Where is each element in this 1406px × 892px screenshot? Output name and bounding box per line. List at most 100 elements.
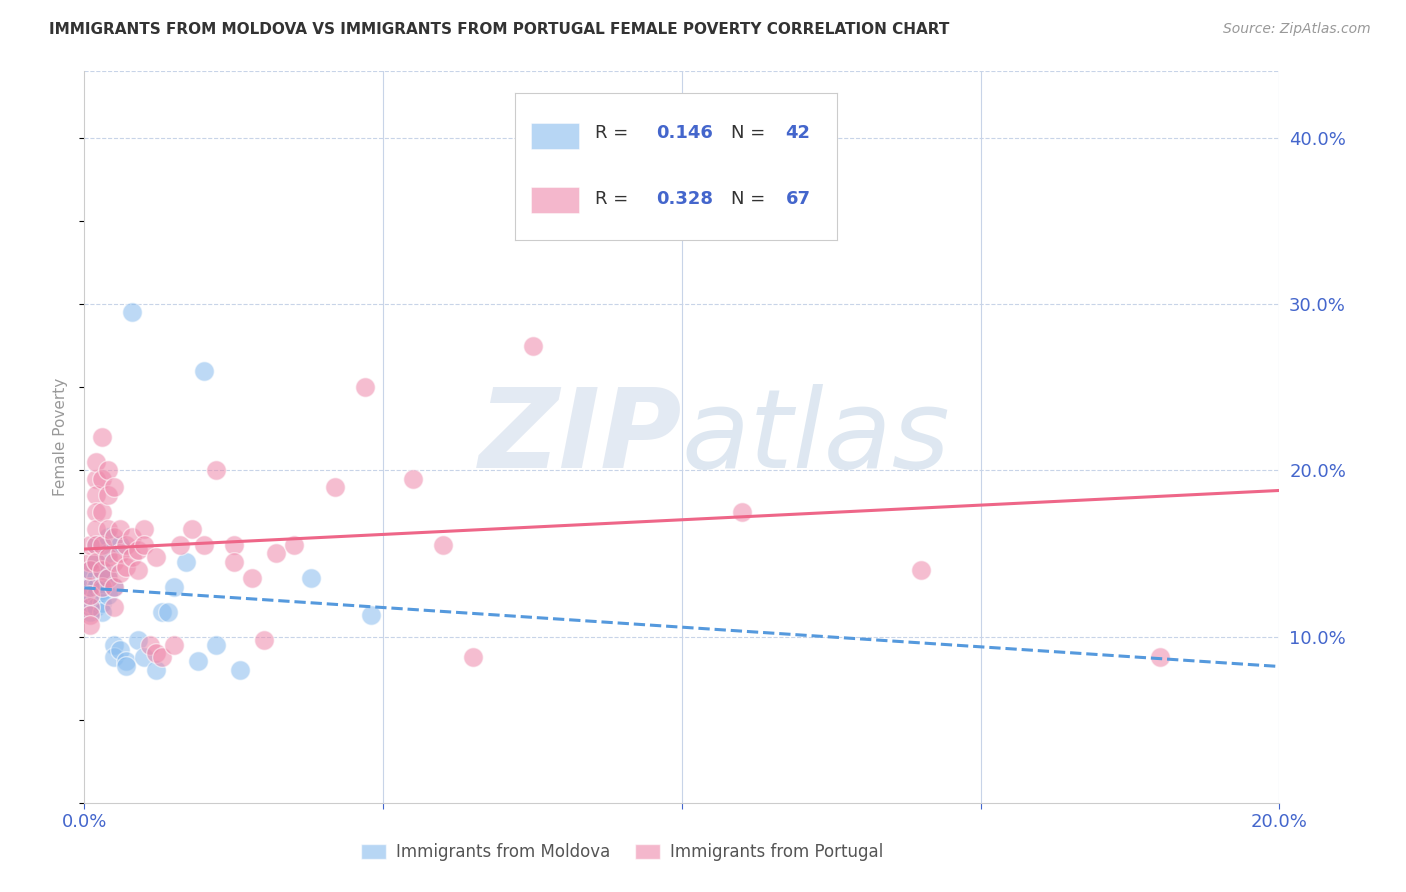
Text: IMMIGRANTS FROM MOLDOVA VS IMMIGRANTS FROM PORTUGAL FEMALE POVERTY CORRELATION C: IMMIGRANTS FROM MOLDOVA VS IMMIGRANTS FR…: [49, 22, 949, 37]
Point: [79, 555, 101, 569]
Point: [127, 632, 149, 647]
Point: [150, 605, 173, 619]
Point: [97, 521, 120, 535]
Point: [187, 655, 209, 669]
Point: [145, 663, 167, 677]
Point: [91, 580, 114, 594]
Point: [97, 566, 120, 581]
Point: [86, 580, 108, 594]
Point: [91, 563, 114, 577]
Point: [79, 580, 101, 594]
Point: [115, 655, 138, 669]
Point: [86, 571, 108, 585]
Point: [79, 563, 101, 577]
Point: [132, 649, 156, 664]
Point: [103, 638, 125, 652]
Point: [222, 538, 245, 552]
Point: [103, 580, 125, 594]
Point: [402, 472, 425, 486]
Point: [97, 463, 120, 477]
Point: [79, 580, 101, 594]
Point: [97, 530, 120, 544]
Point: [103, 580, 125, 594]
Point: [228, 663, 252, 677]
Point: [79, 607, 101, 622]
Point: [91, 605, 114, 619]
Point: [97, 549, 120, 564]
Point: [97, 488, 120, 502]
Point: [97, 588, 120, 602]
Point: [145, 646, 167, 660]
Point: [121, 305, 143, 319]
Point: [205, 638, 228, 652]
Point: [79, 596, 101, 610]
Point: [79, 538, 101, 552]
Point: [127, 543, 149, 558]
Point: [86, 599, 108, 614]
Legend: Immigrants from Moldova, Immigrants from Portugal: Immigrants from Moldova, Immigrants from…: [354, 837, 890, 868]
Point: [86, 538, 108, 552]
Point: [79, 605, 101, 619]
Point: [91, 472, 114, 486]
Point: [612, 197, 634, 211]
Point: [325, 480, 347, 494]
Point: [86, 538, 108, 552]
Point: [264, 546, 287, 560]
Point: [79, 618, 101, 632]
Point: [115, 659, 138, 673]
Point: [91, 505, 114, 519]
Point: [103, 480, 125, 494]
Point: [79, 571, 101, 585]
Point: [169, 538, 191, 552]
Point: [132, 521, 156, 535]
Point: [79, 563, 101, 577]
Point: [461, 649, 484, 664]
Point: [86, 555, 108, 569]
Point: [253, 632, 276, 647]
Point: [127, 563, 149, 577]
Point: [163, 580, 186, 594]
Point: [110, 566, 132, 581]
Point: [1149, 649, 1171, 664]
Point: [91, 563, 114, 577]
Text: Source: ZipAtlas.com: Source: ZipAtlas.com: [1223, 22, 1371, 37]
Text: ZIP: ZIP: [478, 384, 682, 491]
Point: [132, 538, 156, 552]
Point: [97, 571, 120, 585]
Point: [301, 571, 323, 585]
Point: [181, 521, 204, 535]
Point: [103, 555, 125, 569]
Point: [103, 530, 125, 544]
Point: [115, 559, 138, 574]
Text: atlas: atlas: [682, 384, 950, 491]
Point: [205, 463, 228, 477]
Point: [360, 607, 382, 622]
Point: [150, 649, 173, 664]
Point: [145, 549, 167, 564]
Point: [139, 638, 162, 652]
Point: [157, 605, 180, 619]
Point: [121, 530, 143, 544]
Point: [91, 538, 114, 552]
Point: [110, 643, 132, 657]
Point: [103, 599, 125, 614]
Point: [86, 555, 108, 569]
Point: [174, 555, 197, 569]
Point: [91, 596, 114, 610]
Point: [86, 455, 108, 469]
Point: [910, 563, 932, 577]
Point: [86, 521, 108, 535]
Point: [91, 571, 114, 585]
Point: [522, 338, 544, 352]
Point: [121, 549, 143, 564]
Point: [91, 582, 114, 597]
Y-axis label: Female Poverty: Female Poverty: [53, 378, 69, 496]
Point: [731, 505, 754, 519]
Point: [193, 363, 215, 377]
Point: [97, 546, 120, 560]
Point: [222, 555, 245, 569]
Point: [79, 599, 101, 614]
Point: [240, 571, 263, 585]
Point: [432, 538, 454, 552]
Point: [354, 380, 377, 394]
